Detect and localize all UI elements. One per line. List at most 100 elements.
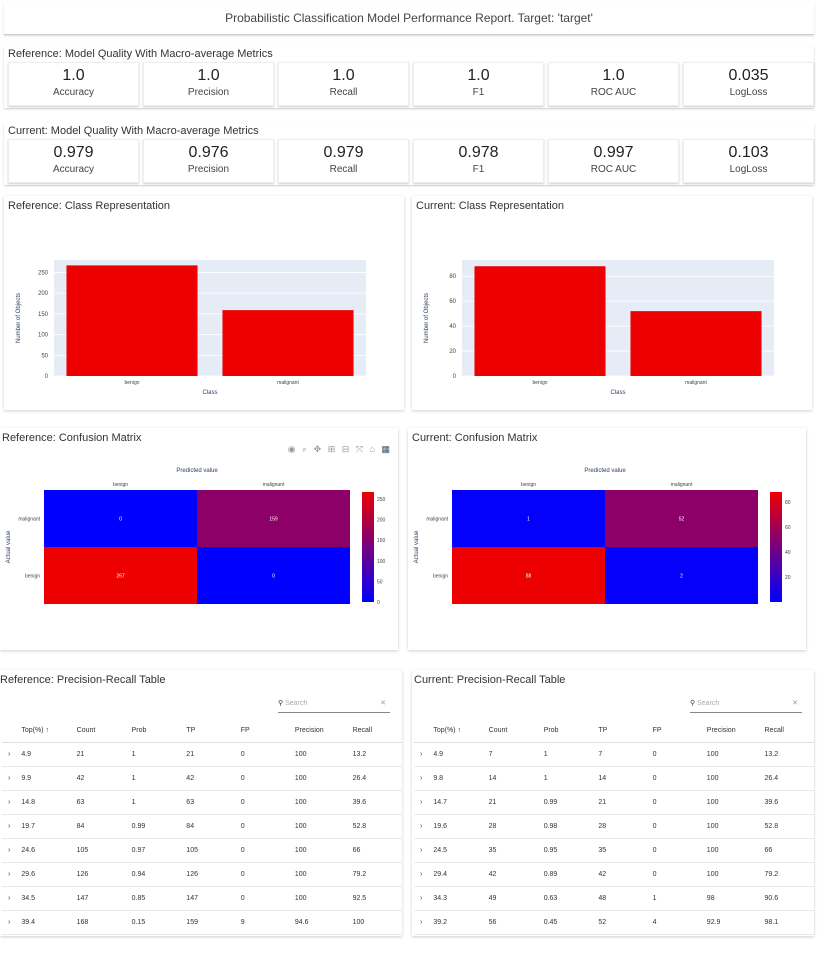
reference-metrics-title: Reference: Model Quality With Macro-aver…: [8, 48, 273, 60]
table-row[interactable]: › 29.4 42 0.89 42 0 100 79.2: [414, 862, 814, 887]
column-header[interactable]: Prob: [541, 718, 597, 743]
heatmap-cell[interactable]: [44, 490, 197, 547]
clear-icon[interactable]: ✕: [792, 700, 798, 707]
expand-row-icon[interactable]: ›: [414, 838, 432, 863]
current-confusion-heatmap[interactable]: Predicted value benign malignant malignant 1…: [408, 428, 806, 650]
colorbar-tick-label: 200: [377, 518, 386, 524]
column-header[interactable]: Prob: [129, 718, 185, 743]
expand-row-icon[interactable]: ›: [414, 790, 432, 815]
pan-icon[interactable]: ✥: [313, 444, 324, 454]
table-row[interactable]: › 39.4 168 0.15 159 9 94.6 100: [2, 910, 402, 935]
zoom-in-icon[interactable]: ⊞: [327, 444, 338, 454]
current-class-bar-chart[interactable]: 0 20 40 60 80 benign malignant Class Number of O…: [412, 196, 812, 410]
y-tick-label: 200: [38, 291, 49, 297]
table-row[interactable]: › 39.2 56 0.45 52 4 92.9 98.1: [414, 910, 814, 935]
panel-title: Reference: Class Representation: [8, 200, 171, 212]
zoom-icon[interactable]: ⌕: [302, 444, 310, 454]
table-cell: 0.94: [129, 862, 185, 887]
metric-label: ROC AUC: [590, 164, 637, 175]
reference-class-bar-chart[interactable]: 0 50 100 150 200 250 benign malignant Class Numbe…: [4, 196, 404, 410]
current-precision-recall-table: Top(%) ↑ Count Prob TP FP Precision Recall › 4.9…: [414, 718, 814, 935]
autoscale-icon[interactable]: ⤧: [355, 444, 366, 454]
clear-icon[interactable]: ✕: [380, 700, 386, 707]
reset-icon[interactable]: ⌂: [369, 444, 377, 454]
heatmap-cell[interactable]: [452, 490, 605, 547]
table-row[interactable]: › 34.5 147 0.85 147 0 100 92.5: [2, 886, 402, 911]
heatmap-cell[interactable]: [605, 547, 758, 604]
table-row[interactable]: › 19.6 28 0.98 28 0 100 52.8: [414, 814, 814, 839]
heatmap-cell[interactable]: [44, 547, 197, 604]
heatmap-cell[interactable]: [605, 490, 758, 547]
metric-value: 0.103: [728, 144, 769, 161]
x-axis-title: Class: [610, 390, 625, 396]
table-cell: 39.2: [431, 910, 487, 935]
column-header[interactable]: Precision: [292, 718, 351, 743]
bar-malignant[interactable]: [630, 311, 762, 376]
column-header[interactable]: Recall: [350, 718, 402, 743]
column-header[interactable]: TP: [184, 718, 239, 743]
heatmap-cell[interactable]: [452, 547, 605, 604]
table-cell: 52: [596, 910, 651, 935]
panel-title: Current: Precision-Recall Table: [414, 674, 566, 686]
table-row[interactable]: › 9.8 14 1 14 0 100 26.4: [414, 766, 814, 791]
metric-value: 1.0: [602, 67, 625, 84]
heatmap-cell[interactable]: [197, 490, 350, 547]
expand-row-icon[interactable]: ›: [2, 910, 20, 935]
expand-row-icon[interactable]: ›: [2, 766, 20, 791]
table-cell: 0: [238, 838, 293, 863]
bar-benign[interactable]: [66, 265, 198, 376]
table-row[interactable]: › 4.9 7 1 7 0 100 13.2: [414, 742, 814, 767]
search-input[interactable]: ⚲ Search ✕: [278, 696, 390, 713]
table-cell: 21: [486, 790, 542, 815]
y-tick-label: 150: [38, 312, 49, 318]
table-row[interactable]: › 9.9 42 1 42 0 100 26.4: [2, 766, 402, 791]
column-header[interactable]: Recall: [762, 718, 814, 743]
table-row[interactable]: › 34.3 49 0.63 48 1 98 90.6: [414, 886, 814, 911]
y-tick-label: 20: [449, 349, 456, 355]
table-row[interactable]: › 29.6 126 0.94 126 0 100 79.2: [2, 862, 402, 887]
expand-column-header: [414, 718, 432, 743]
bar-malignant[interactable]: [222, 310, 354, 376]
bar-benign[interactable]: [474, 266, 606, 376]
expand-row-icon[interactable]: ›: [414, 766, 432, 791]
expand-row-icon[interactable]: ›: [414, 742, 432, 767]
expand-row-icon[interactable]: ›: [414, 910, 432, 935]
zoom-out-icon[interactable]: ⊟: [341, 444, 352, 454]
column-header[interactable]: FP: [650, 718, 705, 743]
table-row[interactable]: › 24.6 105 0.97 105 0 100 66: [2, 838, 402, 863]
table-row[interactable]: › 24.5 35 0.95 35 0 100 66: [414, 838, 814, 863]
table-cell: 28: [486, 814, 542, 839]
column-header[interactable]: FP: [238, 718, 293, 743]
search-input[interactable]: ⚲ Search ✕: [690, 696, 802, 713]
table-row[interactable]: › 4.9 21 1 21 0 100 13.2: [2, 742, 402, 767]
plot-modebar[interactable]: ◉ ⌕ ✥ ⊞ ⊟ ⤧ ⌂ ▦: [288, 444, 392, 455]
expand-row-icon[interactable]: ›: [414, 814, 432, 839]
heatmap-cell[interactable]: [197, 547, 350, 604]
table-row[interactable]: › 14.8 63 1 63 0 100 39.6: [2, 790, 402, 815]
expand-row-icon[interactable]: ›: [2, 814, 20, 839]
table-row[interactable]: › 19.7 84 0.99 84 0 100 52.8: [2, 814, 402, 839]
expand-row-icon[interactable]: ›: [2, 862, 20, 887]
column-header[interactable]: Precision: [704, 718, 763, 743]
expand-row-icon[interactable]: ›: [414, 886, 432, 911]
colorbar-tick-label: 250: [377, 497, 386, 503]
y-axis-title: Number of Objects: [424, 293, 430, 343]
table-cell: 66: [350, 838, 402, 863]
plotly-logo-icon[interactable]: ▦: [381, 444, 392, 454]
expand-row-icon[interactable]: ›: [2, 886, 20, 911]
table-cell: 100: [704, 742, 763, 767]
column-header[interactable]: Count: [486, 718, 542, 743]
expand-row-icon[interactable]: ›: [414, 862, 432, 887]
expand-row-icon[interactable]: ›: [2, 790, 20, 815]
reference-confusion-heatmap[interactable]: Predicted value benign malignant malignant 0…: [0, 428, 398, 650]
column-header[interactable]: TP: [596, 718, 651, 743]
column-header[interactable]: Top(%) ↑: [431, 718, 487, 743]
column-header[interactable]: Count: [74, 718, 130, 743]
table-cell: 21: [596, 790, 651, 815]
camera-icon[interactable]: ◉: [287, 444, 298, 454]
table-cell: 39.6: [762, 790, 814, 815]
table-row[interactable]: › 14.7 21 0.99 21 0 100 39.6: [414, 790, 814, 815]
expand-row-icon[interactable]: ›: [2, 838, 20, 863]
column-header[interactable]: Top(%) ↑: [19, 718, 75, 743]
expand-row-icon[interactable]: ›: [2, 742, 20, 767]
